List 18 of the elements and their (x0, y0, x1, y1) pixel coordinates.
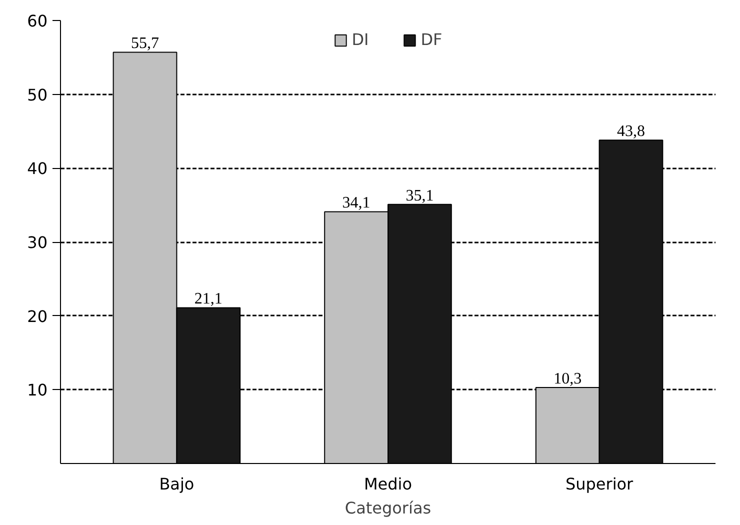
y-tick-label: 10 (27, 380, 48, 400)
data-label: 43,8 (616, 123, 645, 140)
data-label: 35,1 (406, 187, 434, 204)
legend-label: DF (420, 30, 442, 49)
y-tick-label: 50 (27, 85, 48, 104)
data-label: 34,1 (342, 194, 370, 212)
data-label: 55,7 (131, 35, 160, 52)
x-axis-title: Categorías (344, 498, 432, 518)
data-label: 10,3 (554, 370, 582, 388)
x-tick-label: Bajo (159, 474, 194, 494)
x-tick-label: Superior (565, 474, 634, 494)
y-tick-label: 30 (27, 233, 48, 252)
legend-label: DI (352, 30, 370, 49)
y-tick-label: 20 (27, 306, 48, 326)
data-label: 21,1 (194, 290, 222, 308)
y-tick-label: 40 (27, 159, 48, 178)
x-tick-label: Medio (364, 474, 412, 494)
y-tick-label: 60 (27, 12, 48, 30)
